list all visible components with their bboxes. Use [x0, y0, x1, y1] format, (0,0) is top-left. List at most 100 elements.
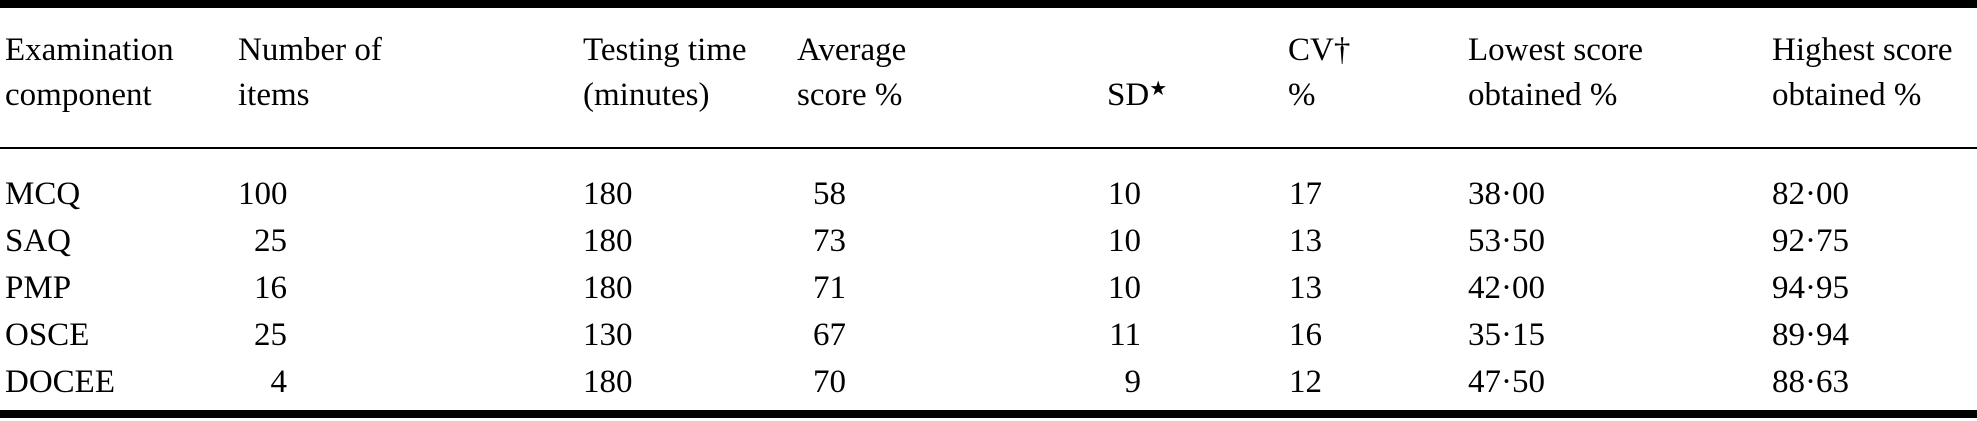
column-header-lowest-score: Lowest score obtained % [1468, 28, 1772, 118]
cell-sd: 9 [1107, 359, 1288, 406]
sd-value: 10 [1108, 270, 1141, 306]
cell-cv: 13 [1288, 265, 1468, 312]
header-line: Highest score [1772, 32, 1953, 68]
table-body: MCQ 100 180 58 10 17 38·00 82·00 SAQ 25 … [0, 149, 1977, 406]
items-value: 16 [254, 270, 287, 306]
header-line: component [5, 77, 152, 113]
avg-value: 70 [813, 364, 846, 400]
lowest-value: 53·50 [1468, 223, 1545, 259]
header-line [1107, 28, 1288, 73]
component-value: SAQ [5, 223, 72, 259]
component-value: PMP [5, 270, 72, 306]
lowest-value: 38·00 [1468, 176, 1545, 212]
cell-testing-time: 180 [583, 218, 797, 265]
component-value: OSCE [5, 317, 90, 353]
cell-lowest-score: 47·50 [1468, 359, 1772, 406]
avg-value: 58 [813, 176, 846, 212]
cv-value: 12 [1289, 364, 1322, 400]
cell-sd: 10 [1107, 265, 1288, 312]
cell-highest-score: 88·63 [1772, 359, 1977, 406]
cell-highest-score: 94·95 [1772, 265, 1977, 312]
avg-value: 67 [813, 317, 846, 353]
cv-value: 13 [1289, 270, 1322, 306]
table-row: MCQ 100 180 58 10 17 38·00 82·00 [0, 171, 1977, 218]
cell-sd: 10 [1107, 171, 1288, 218]
time-value: 180 [583, 223, 633, 259]
table-row: SAQ 25 180 73 10 13 53·50 92·75 [0, 218, 1977, 265]
cell-highest-score: 89·94 [1772, 312, 1977, 359]
column-header-examination-component: Examination component [5, 28, 238, 118]
sd-value: 10 [1108, 176, 1141, 212]
cell-lowest-score: 53·50 [1468, 218, 1772, 265]
cell-examination-component: OSCE [5, 312, 238, 359]
time-value: 130 [583, 317, 633, 353]
cell-testing-time: 180 [583, 171, 797, 218]
header-line: SD★ [1107, 73, 1288, 118]
items-value: 100 [238, 176, 288, 212]
lowest-value: 47·50 [1468, 364, 1545, 400]
sd-value: 9 [1124, 364, 1142, 400]
highest-value: 89·94 [1772, 317, 1849, 353]
cell-examination-component: SAQ [5, 218, 238, 265]
cell-testing-time: 130 [583, 312, 797, 359]
component-value: MCQ [5, 176, 81, 212]
table-top-rule [0, 0, 1977, 8]
cell-average-score: 67 [797, 312, 1107, 359]
cell-number-of-items: 100 [238, 171, 583, 218]
cell-lowest-score: 35·15 [1468, 312, 1772, 359]
header-line: obtained % [1772, 77, 1922, 113]
cell-testing-time: 180 [583, 359, 797, 406]
header-line: obtained % [1468, 77, 1618, 113]
items-value: 25 [254, 317, 287, 353]
cell-number-of-items: 16 [238, 265, 583, 312]
table-header-row: Examination component Number of items Te… [0, 8, 1977, 118]
header-line: Number of [238, 32, 382, 68]
highest-value: 88·63 [1772, 364, 1849, 400]
column-header-cv: CV† % [1288, 28, 1468, 118]
column-header-number-of-items: Number of items [238, 28, 583, 118]
cell-cv: 13 [1288, 218, 1468, 265]
table-bottom-rule [0, 410, 1977, 418]
items-value: 25 [254, 223, 287, 259]
cell-average-score: 71 [797, 265, 1107, 312]
time-value: 180 [583, 364, 633, 400]
cell-examination-component: DOCEE [5, 359, 238, 406]
table-row: DOCEE 4 180 70 9 12 47·50 88·63 [0, 359, 1977, 406]
cell-sd: 11 [1107, 312, 1288, 359]
sd-value: 11 [1109, 317, 1141, 353]
header-line: Average [797, 32, 907, 68]
header-line: % [1288, 77, 1316, 113]
header-line: Testing time [583, 32, 747, 68]
header-line: items [238, 77, 310, 113]
highest-value: 94·95 [1772, 270, 1849, 306]
header-line: Examination [5, 32, 174, 68]
star-footnote-marker: ★ [1149, 78, 1168, 100]
column-header-testing-time: Testing time (minutes) [583, 28, 797, 118]
time-value: 180 [583, 176, 633, 212]
cell-highest-score: 92·75 [1772, 218, 1977, 265]
cell-number-of-items: 25 [238, 218, 583, 265]
cell-examination-component: PMP [5, 265, 238, 312]
cell-average-score: 70 [797, 359, 1107, 406]
highest-value: 82·00 [1772, 176, 1849, 212]
cv-value: 16 [1289, 317, 1322, 353]
table-row: PMP 16 180 71 10 13 42·00 94·95 [0, 265, 1977, 312]
cell-examination-component: MCQ [5, 171, 238, 218]
highest-value: 92·75 [1772, 223, 1849, 259]
sd-value: 10 [1108, 223, 1141, 259]
cell-sd: 10 [1107, 218, 1288, 265]
cell-testing-time: 180 [583, 265, 797, 312]
cell-lowest-score: 42·00 [1468, 265, 1772, 312]
cv-value: 17 [1289, 176, 1322, 212]
lowest-value: 35·15 [1468, 317, 1545, 353]
header-line: score % [797, 77, 903, 113]
cell-lowest-score: 38·00 [1468, 171, 1772, 218]
header-line: CV† [1288, 32, 1351, 68]
header-line: (minutes) [583, 77, 710, 113]
cell-number-of-items: 4 [238, 359, 583, 406]
cell-average-score: 58 [797, 171, 1107, 218]
cell-cv: 12 [1288, 359, 1468, 406]
cell-highest-score: 82·00 [1772, 171, 1977, 218]
cell-average-score: 73 [797, 218, 1107, 265]
